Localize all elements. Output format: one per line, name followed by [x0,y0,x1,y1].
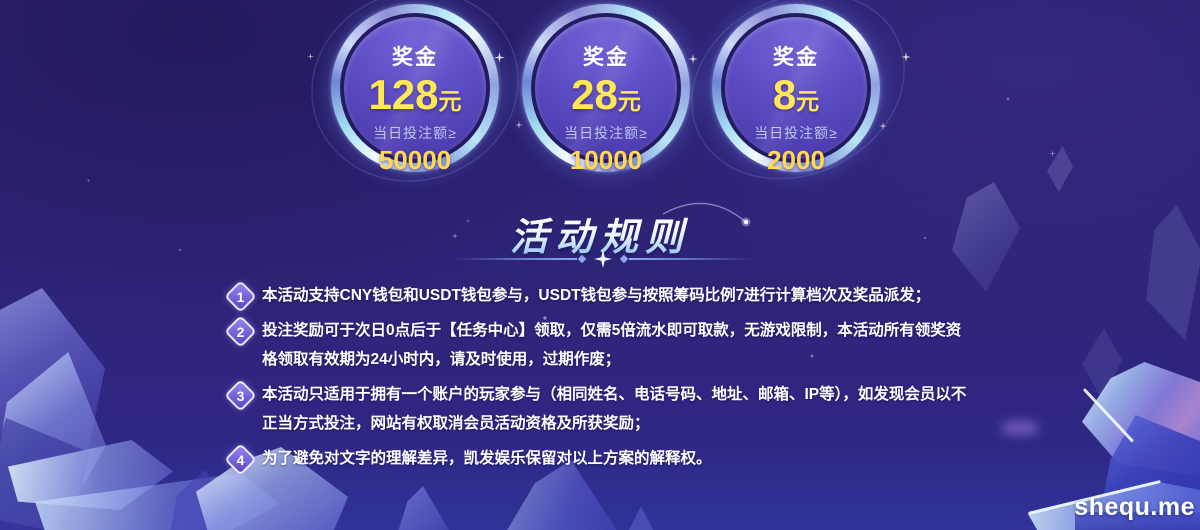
divider-diamond-icon [577,254,587,264]
rule-item-1: 1 本活动支持CNY钱包和USDT钱包参与，USDT钱包参与按照筹码比例7进行计… [224,280,974,313]
badge-face: 奖金 8元 当日投注额≥ 2000 [725,17,867,175]
prize-amount: 8元 [772,71,820,118]
prize-label: 奖金 [392,46,438,69]
sparkle-icon [688,54,698,64]
title-divider [453,250,753,268]
sparkle-icon [86,178,91,183]
rules-list: 1 本活动支持CNY钱包和USDT钱包参与，USDT钱包参与按照筹码比例7进行计… [224,280,974,479]
site-watermark: shequ.me [1074,493,1195,521]
prize-amount: 28元 [571,71,641,118]
rule-number-badge: 1 [224,280,257,313]
rule-number: 3 [236,387,245,404]
rule-text: 为了避免对文字的理解差异，凯发娱乐保留对以上方案的解释权。 [262,450,712,467]
threshold-value: 2000 [767,145,825,175]
rule-item-3: 3 本活动只适用于拥有一个账户的玩家参与（相同姓名、电话号码、地址、邮箱、IP等… [224,379,974,438]
crystal-decoration [398,486,450,530]
rule-number-badge: 4 [224,443,257,476]
sparkle-icon [452,233,458,239]
sparkle-icon [466,219,470,223]
divider-diamond-icon [619,254,629,264]
prize-badge-tier2: 奖金 28元 当日投注额≥ 10000 [522,4,690,175]
rule-text: 本活动支持CNY钱包和USDT钱包参与，USDT钱包参与按照筹码比例7进行计算档… [262,287,931,304]
star-divider-icon [594,250,612,268]
rule-number-badge: 3 [224,379,257,412]
threshold-value: 50000 [378,145,452,175]
divider-line [629,258,753,260]
glow-decoration [1000,420,1040,436]
sparkle-icon [879,122,887,130]
prize-unit: 元 [438,88,462,114]
crystal-decoration [1047,146,1073,192]
rule-item-4: 4 为了避免对文字的理解差异，凯发娱乐保留对以上方案的解释权。 [224,443,974,476]
prize-unit: 元 [796,88,820,114]
prize-unit: 元 [617,88,641,114]
prize-badge-tier1: 奖金 128元 当日投注额≥ 50000 [331,4,499,175]
rule-text: 本活动只适用于拥有一个账户的玩家参与（相同姓名、电话号码、地址、邮箱、IP等），… [262,386,967,432]
threshold-label: 当日投注额≥ [373,125,457,141]
sparkle-icon [1049,150,1056,157]
rule-number: 2 [236,323,245,340]
rule-text: 投注奖励可于次日0点后于【任务中心】领取，仅需5倍流水即可取款，无游戏限制，本活… [262,322,962,368]
badge-face: 奖金 28元 当日投注额≥ 10000 [535,17,677,175]
sparkle-icon [515,121,523,129]
prize-amount: 128元 [368,71,462,118]
rule-item-2: 2 投注奖励可于次日0点后于【任务中心】领取，仅需5倍流水即可取款，无游戏限制，… [224,315,974,374]
prize-label: 奖金 [583,46,629,69]
rule-number-wrap: 3 [224,379,257,412]
rule-number: 1 [236,288,245,305]
threshold-label: 当日投注额≥ [754,125,838,141]
rule-number-wrap: 4 [224,443,257,476]
threshold-label: 当日投注额≥ [564,125,648,141]
divider-line [453,258,577,260]
rule-number-wrap: 1 [224,280,257,313]
crystal-decoration [1075,512,1200,530]
rules-section-title: 活动规则 [0,206,1200,261]
prize-label: 奖金 [773,46,819,69]
badge-face: 奖金 128元 当日投注额≥ 50000 [344,17,486,175]
rule-number: 4 [236,451,245,468]
sparkle-icon [901,52,911,62]
sparkle-icon [307,53,314,60]
sparkle-icon [494,52,505,63]
prize-badge-tier3: 奖金 8元 当日投注额≥ 2000 [712,4,880,175]
threshold-value: 10000 [569,145,643,175]
crystal-decoration [628,506,654,530]
rule-number-badge: 2 [224,315,257,348]
rule-number-wrap: 2 [224,315,257,348]
